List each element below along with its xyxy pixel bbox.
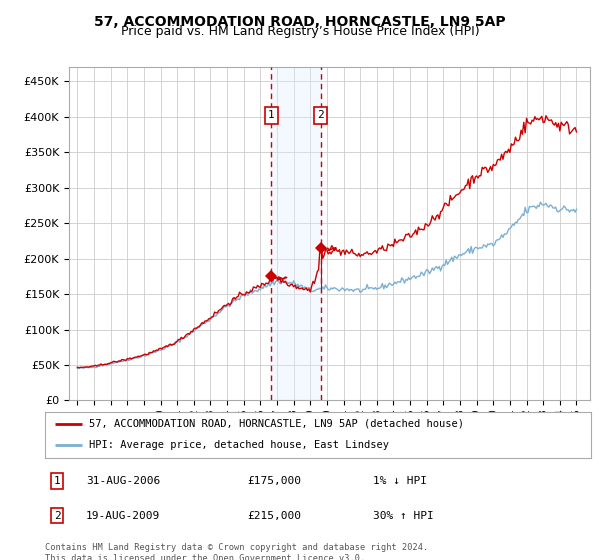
Text: 19-AUG-2009: 19-AUG-2009 [86,511,160,521]
Text: 57, ACCOMMODATION ROAD, HORNCASTLE, LN9 5AP (detached house): 57, ACCOMMODATION ROAD, HORNCASTLE, LN9 … [89,419,464,429]
Text: Price paid vs. HM Land Registry’s House Price Index (HPI): Price paid vs. HM Land Registry’s House … [121,25,479,38]
Text: Contains HM Land Registry data © Crown copyright and database right 2024.
This d: Contains HM Land Registry data © Crown c… [45,543,428,560]
Text: £175,000: £175,000 [247,476,301,486]
Text: 2: 2 [317,110,324,120]
Text: 1: 1 [53,476,61,486]
Text: 57, ACCOMMODATION ROAD, HORNCASTLE, LN9 5AP: 57, ACCOMMODATION ROAD, HORNCASTLE, LN9 … [94,15,506,29]
Text: 31-AUG-2006: 31-AUG-2006 [86,476,160,486]
Text: 1: 1 [268,110,275,120]
Text: 1% ↓ HPI: 1% ↓ HPI [373,476,427,486]
Bar [271,67,321,400]
Text: HPI: Average price, detached house, East Lindsey: HPI: Average price, detached house, East… [89,440,389,450]
Text: 2: 2 [53,511,61,521]
Text: 30% ↑ HPI: 30% ↑ HPI [373,511,433,521]
Text: £215,000: £215,000 [247,511,301,521]
